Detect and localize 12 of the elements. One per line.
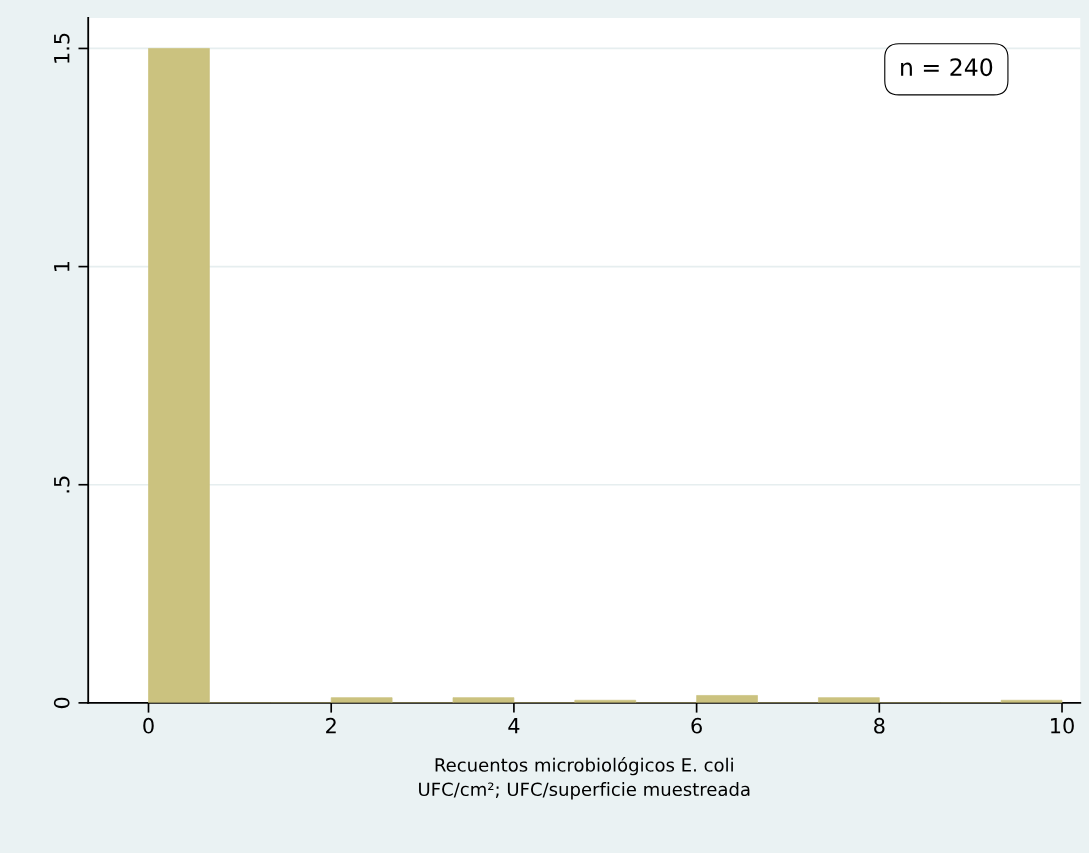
x-tick-label: 2 <box>326 717 336 734</box>
annotation: n = 240 <box>901 58 993 77</box>
y-tick-label: 1 <box>54 261 70 271</box>
y-tick-label: 0 <box>53 697 70 709</box>
x-axis-title: Recuentos microbiológicos E. coli UFC/cm²; UFC/superficie muestreada <box>419 757 750 800</box>
y-tick-label: 1.5 <box>54 33 70 63</box>
x-tick-label: 6 <box>691 717 702 734</box>
x-tick-label: 8 <box>874 717 885 734</box>
x-tick-label: 4 <box>508 718 520 734</box>
y-tick-label: .5 <box>54 476 70 493</box>
x-tick-label: 0 <box>143 717 154 734</box>
x-tick-label: 10 <box>1051 717 1074 734</box>
